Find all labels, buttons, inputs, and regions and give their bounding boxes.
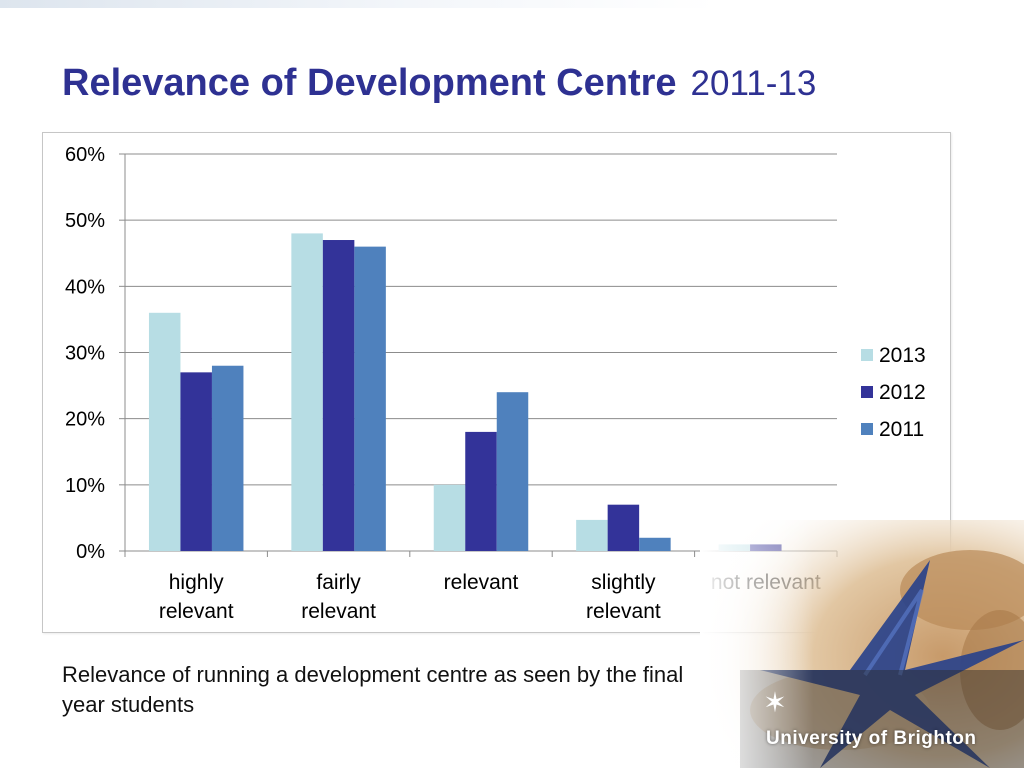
y-tick-label: 30%	[65, 343, 105, 365]
bar-2011-0	[211, 365, 244, 551]
top-decor-band	[0, 0, 1024, 8]
y-tick-label: 0%	[76, 541, 105, 563]
bar-2012-1	[322, 240, 355, 551]
x-category-label: fairly	[316, 571, 361, 594]
legend-swatch-2013	[861, 349, 873, 361]
starfish-photo-decor	[700, 520, 1024, 768]
chart-frame: 0% 10% 20% 30% 40% 50% 60% highly relevant fairly…	[42, 132, 951, 633]
bar-2012-2	[465, 431, 497, 551]
y-tick-label: 10%	[65, 475, 105, 497]
bar-2013-0	[148, 312, 181, 551]
x-category-label: relevant	[586, 600, 661, 623]
bar-2011-1	[354, 246, 386, 551]
y-tick-label: 50%	[65, 210, 105, 232]
legend-label-2013: 2013	[879, 344, 926, 367]
legend-label-2011: 2011	[879, 418, 924, 441]
bar-2011-2	[496, 392, 529, 551]
slide-title-years: 2011-13	[690, 64, 817, 103]
x-category-label: highly	[169, 571, 224, 594]
legend-swatch-2012	[861, 386, 873, 398]
y-tick-label: 60%	[65, 144, 105, 166]
bar-2013-2	[433, 484, 466, 551]
legend-label-2012: 2012	[879, 381, 926, 404]
bar-2013-3	[576, 519, 608, 551]
bar-2012-0	[180, 372, 212, 551]
bar-2013-1	[291, 233, 323, 551]
x-category-label: relevant	[301, 600, 376, 623]
bar-2011-3	[639, 537, 671, 551]
x-category-label: slightly	[591, 571, 656, 594]
bar-2012-3	[607, 504, 640, 551]
slide-title: Relevance of Development Centre 2011-13	[62, 62, 962, 110]
x-category-label: relevant	[444, 571, 519, 594]
legend-swatch-2011	[861, 423, 873, 435]
slide-title-main: Relevance of Development Centre	[62, 62, 677, 104]
chart-caption: Relevance of running a development centr…	[62, 662, 684, 717]
y-tick-label: 40%	[65, 276, 105, 298]
y-tick-label: 20%	[65, 409, 105, 431]
university-star-logo-icon: ✶	[763, 687, 787, 718]
university-logo-text: University of Brighton	[766, 728, 977, 749]
x-category-label: relevant	[159, 600, 234, 623]
